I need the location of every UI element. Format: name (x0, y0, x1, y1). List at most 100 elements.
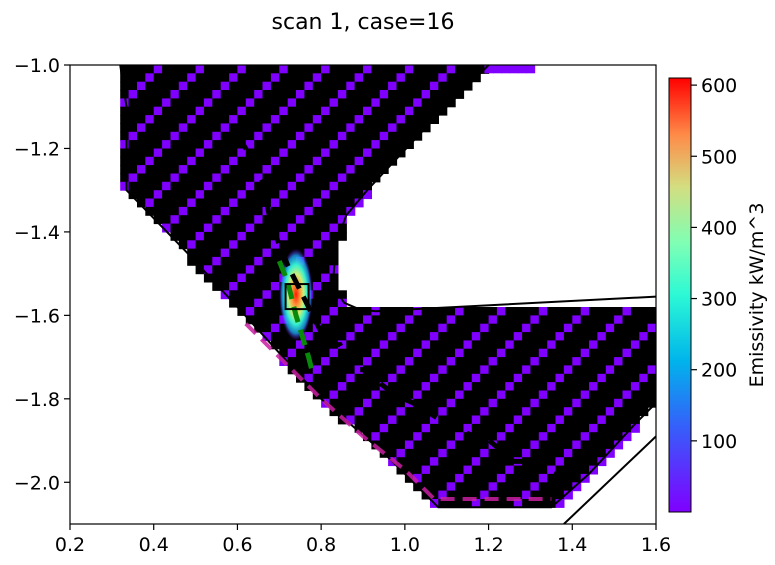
heatmap-cell (296, 156, 305, 166)
heatmap-cell (572, 390, 582, 400)
heatmap-cell (505, 307, 515, 316)
heatmap-cell (162, 181, 172, 191)
heatmap-cell (262, 73, 272, 83)
heatmap-cell (438, 307, 448, 316)
heatmap-cell (371, 131, 381, 141)
heatmap-cell (530, 482, 540, 492)
heatmap-cell (195, 173, 205, 183)
heatmap-cell (363, 148, 372, 158)
heatmap-cell (321, 323, 331, 333)
heatmap-cell (647, 323, 656, 333)
heatmap-cell (639, 357, 649, 366)
heatmap-cell (229, 273, 239, 283)
heatmap-cell (212, 215, 222, 225)
heatmap-cell (622, 348, 632, 358)
heatmap-cell (153, 115, 163, 124)
heatmap-cell (354, 115, 364, 124)
heatmap-cell (329, 206, 339, 216)
heatmap-cell (304, 173, 314, 183)
heatmap-cell (597, 340, 607, 350)
heatmap-cell (446, 440, 456, 450)
heatmap-cell (363, 123, 372, 133)
heatmap-cell (279, 231, 289, 241)
heatmap-cell (547, 440, 557, 450)
heatmap-cell (212, 148, 222, 158)
heatmap-cell (203, 73, 213, 83)
heatmap-cell (245, 123, 255, 133)
heatmap-cell (304, 365, 314, 375)
heatmap-cell (547, 340, 557, 350)
heatmap-cell (245, 140, 255, 149)
heatmap-cell (379, 123, 389, 133)
heatmap-cell (488, 457, 498, 467)
heatmap-cell (296, 348, 305, 358)
heatmap-cell (580, 382, 590, 391)
heatmap-cell (639, 323, 649, 333)
heatmap-cell (371, 398, 381, 408)
heatmap-cell (321, 73, 331, 83)
heatmap-cell (329, 131, 339, 141)
heatmap-cell (421, 73, 431, 83)
heatmap-cell (455, 440, 465, 450)
heatmap-cell (220, 73, 230, 83)
heatmap-cell (404, 423, 414, 433)
heatmap-cell (555, 407, 565, 417)
heatmap-cell (580, 357, 590, 366)
chart-title: scan 1, case=16 (272, 10, 455, 35)
heatmap-cell (446, 73, 456, 83)
heatmap-cell (647, 382, 656, 391)
heatmap-cell (371, 90, 381, 99)
heatmap-cell (496, 448, 506, 458)
heatmap-cell (455, 490, 465, 500)
heatmap-cell (622, 323, 632, 333)
heatmap-cell (505, 499, 515, 508)
heatmap-cell (580, 457, 590, 467)
heatmap-cell (337, 81, 347, 91)
heatmap-cell (162, 148, 172, 158)
heatmap-cell (346, 323, 356, 333)
heatmap-cell (153, 181, 163, 191)
heatmap-cell (505, 482, 515, 492)
heatmap-cell (555, 448, 565, 458)
heatmap-cell (229, 156, 239, 166)
y-tick-label: −1.8 (14, 389, 60, 411)
heatmap-cell (438, 415, 448, 425)
heatmap-cell (312, 231, 322, 241)
heatmap-cell (187, 256, 197, 266)
heatmap-cell (379, 156, 389, 166)
heatmap-cell (471, 407, 481, 417)
heatmap-cell (396, 323, 406, 333)
heatmap-cell (480, 465, 490, 475)
heatmap-cell (329, 165, 339, 174)
heatmap-cell (446, 473, 456, 483)
heatmap-cell (304, 190, 314, 200)
heatmap-cell (170, 115, 180, 124)
heatmap-cell (237, 198, 247, 208)
heatmap-cell (639, 315, 649, 325)
heatmap-cell (455, 407, 465, 417)
heatmap-cell (162, 198, 172, 208)
heatmap-cell (555, 332, 565, 341)
heatmap-cell (270, 282, 280, 291)
heatmap-cell (589, 415, 598, 425)
heatmap-cell (329, 373, 339, 383)
heatmap-cell (639, 407, 649, 417)
heatmap-cell (312, 307, 322, 316)
heatmap-cell (463, 490, 473, 500)
heatmap-cell (296, 215, 305, 225)
heatmap-cell (538, 398, 548, 408)
heatmap-cell (187, 131, 197, 141)
heatmap-cell (505, 390, 515, 400)
heatmap-cell (496, 307, 506, 316)
heatmap-cell (212, 115, 222, 124)
x-tick-label: 0.6 (222, 534, 252, 556)
heatmap-cell (438, 398, 448, 408)
heatmap-cell (329, 323, 339, 333)
heatmap-cell (337, 290, 347, 300)
heatmap-cell (270, 65, 280, 74)
heatmap-cell (522, 473, 532, 483)
heatmap-cell (212, 282, 222, 291)
heatmap-cell (463, 382, 473, 391)
heatmap-cell (563, 482, 573, 492)
heatmap-cell (270, 73, 280, 83)
